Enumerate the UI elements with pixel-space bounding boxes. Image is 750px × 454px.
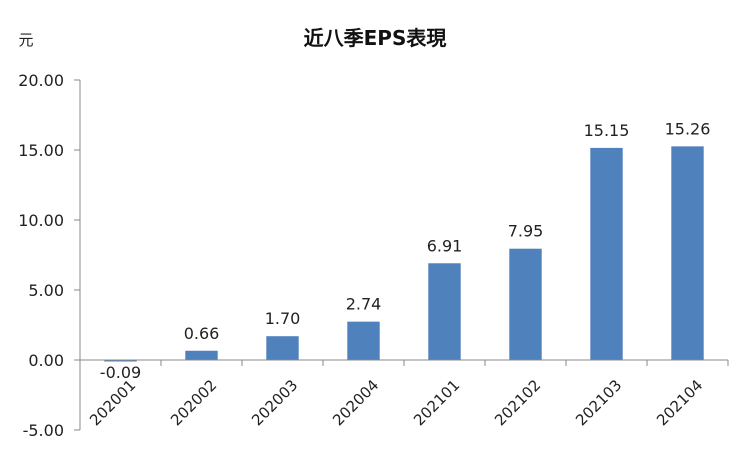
x-tick-label: 202104 [653, 376, 706, 429]
y-tick-label: 20.00 [18, 71, 64, 90]
bar [509, 248, 542, 360]
bar [671, 146, 704, 360]
y-unit-label: 元 [18, 31, 33, 49]
y-tick-label: 5.00 [28, 281, 64, 300]
data-label: 1.70 [265, 309, 301, 328]
bar [185, 350, 218, 360]
data-label: 2.74 [346, 295, 382, 314]
y-tick-label: 0.00 [28, 351, 64, 370]
y-tick-label: -5.00 [23, 421, 64, 440]
bar [266, 336, 299, 360]
data-label: 7.95 [508, 222, 544, 241]
x-tick-label: 202103 [572, 376, 625, 429]
data-label: 0.66 [184, 324, 220, 343]
data-label: 15.26 [665, 119, 711, 138]
x-tick-label: 202003 [248, 376, 301, 429]
x-tick-label: 202102 [491, 376, 544, 429]
y-axis: -5.00 0.00 5.00 10.00 15.00 20.00 [18, 71, 81, 440]
chart-title: 近八季EPS表現 [304, 26, 447, 50]
bar [104, 360, 137, 362]
bar [428, 263, 461, 360]
bar [347, 321, 380, 360]
x-tick-label: 202004 [329, 376, 382, 429]
bar [590, 147, 623, 360]
data-label: -0.09 [100, 363, 141, 382]
x-tick-label: 202101 [410, 376, 463, 429]
data-label: 15.15 [584, 121, 630, 140]
x-axis: 202001 202002 202003 202004 202101 202102 2021… [79, 359, 729, 429]
data-label: 6.91 [427, 236, 463, 255]
y-tick-label: 10.00 [18, 211, 64, 230]
bars: -0.09 0.66 1.70 2.74 6.91 7.95 15.15 15.26 [100, 119, 711, 382]
x-tick-label: 202001 [86, 376, 139, 429]
y-tick-label: 15.00 [18, 141, 64, 160]
x-tick-label: 202002 [167, 376, 220, 429]
